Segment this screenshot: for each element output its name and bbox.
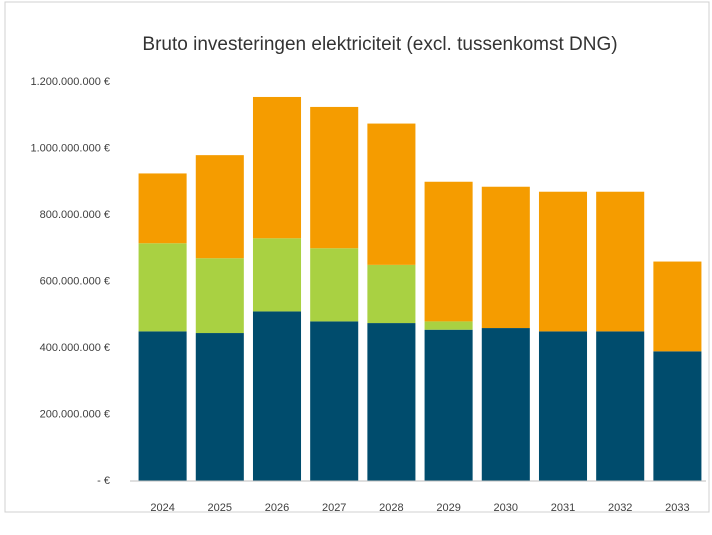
bar-segment bbox=[310, 106, 359, 249]
bar-segment bbox=[195, 333, 244, 481]
y-tick-label: 800.000.000 € bbox=[40, 209, 110, 221]
x-tick-label: 2026 bbox=[265, 502, 289, 514]
y-tick-label: 200.000.000 € bbox=[40, 408, 110, 420]
bar-segment bbox=[538, 191, 588, 332]
chart-frame bbox=[4, 1, 710, 513]
x-tick-label: 2025 bbox=[208, 502, 232, 514]
bar-segment bbox=[195, 155, 244, 259]
bar-segment bbox=[367, 264, 416, 324]
bar-segment bbox=[481, 328, 530, 481]
bar-segment bbox=[367, 123, 416, 265]
bar-segment bbox=[596, 191, 645, 332]
x-tick-label: 2029 bbox=[436, 502, 460, 514]
y-tick-label: 1.000.000.000 € bbox=[30, 142, 110, 154]
bar-segment bbox=[138, 243, 187, 332]
bar-segment bbox=[195, 258, 244, 334]
bar-segment bbox=[481, 186, 530, 329]
bar-segment bbox=[310, 321, 359, 481]
bar-segment bbox=[310, 248, 359, 322]
bar-segment bbox=[138, 173, 187, 244]
x-tick-label: 2024 bbox=[150, 502, 174, 514]
bar-segment bbox=[424, 321, 473, 330]
bar-segment bbox=[596, 331, 645, 481]
x-tick-label: 2027 bbox=[322, 502, 346, 514]
y-tick-label: 400.000.000 € bbox=[40, 342, 110, 354]
bar-segment bbox=[424, 329, 473, 481]
bar-segment bbox=[367, 323, 416, 481]
x-tick-label: 2030 bbox=[494, 502, 518, 514]
chart-title: Bruto investeringen elektriciteit (excl.… bbox=[142, 34, 617, 55]
bar-segment bbox=[252, 96, 302, 239]
x-tick-label: 2028 bbox=[379, 502, 403, 514]
y-tick-label: 600.000.000 € bbox=[40, 275, 110, 287]
y-tick-label: 1.200.000.000 € bbox=[30, 76, 110, 88]
bar-segment bbox=[138, 331, 187, 481]
bar-segment bbox=[538, 331, 588, 481]
bar-segment bbox=[252, 238, 302, 312]
bar-segment bbox=[653, 261, 702, 352]
bar-segment bbox=[653, 351, 702, 481]
bar-segment bbox=[252, 311, 302, 481]
x-tick-label: 2033 bbox=[665, 502, 689, 514]
x-tick-label: 2031 bbox=[551, 502, 575, 514]
x-tick-label: 2032 bbox=[608, 502, 632, 514]
y-tick-label: - € bbox=[97, 475, 110, 487]
bar-segment bbox=[424, 181, 473, 322]
